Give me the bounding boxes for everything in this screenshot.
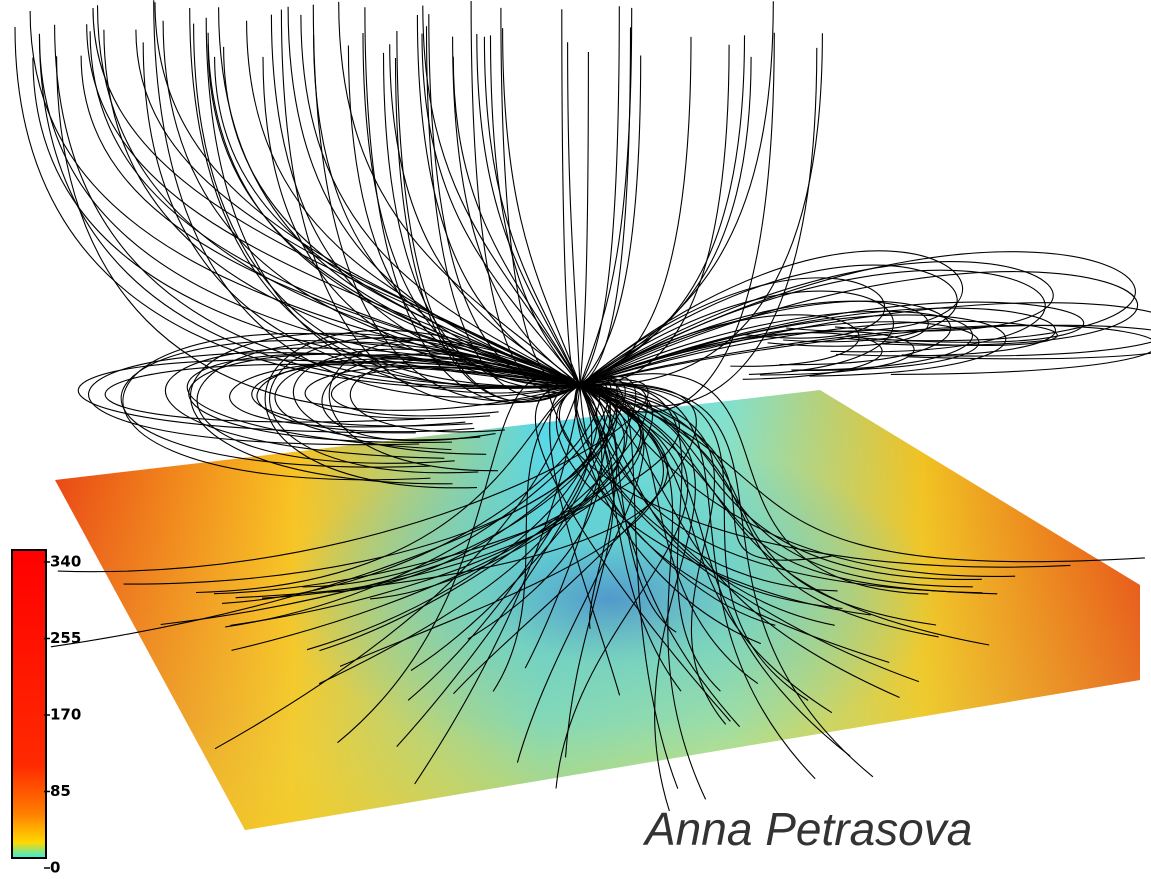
- visualization: 340 255 170 85 0 Anna Petrasova: [0, 0, 1151, 879]
- colorbar-tick-label: 170: [50, 706, 81, 724]
- colorbar: [12, 550, 46, 858]
- streamline-loop: [580, 303, 1151, 385]
- colorbar-tick-label: 340: [50, 553, 81, 571]
- page: {"colorbar": {"ticks": [340, 255, 170, 8…: [0, 0, 1151, 879]
- colorbar-tick-label: 0: [50, 859, 60, 877]
- colorbar-tick-label: 85: [50, 782, 71, 800]
- colorbar-bar: [12, 550, 46, 858]
- colorbar-tick-label: 255: [50, 629, 81, 647]
- colorbar-ticks: 340 255 170 85 0: [44, 553, 81, 877]
- credit: Anna Petrasova: [642, 803, 972, 855]
